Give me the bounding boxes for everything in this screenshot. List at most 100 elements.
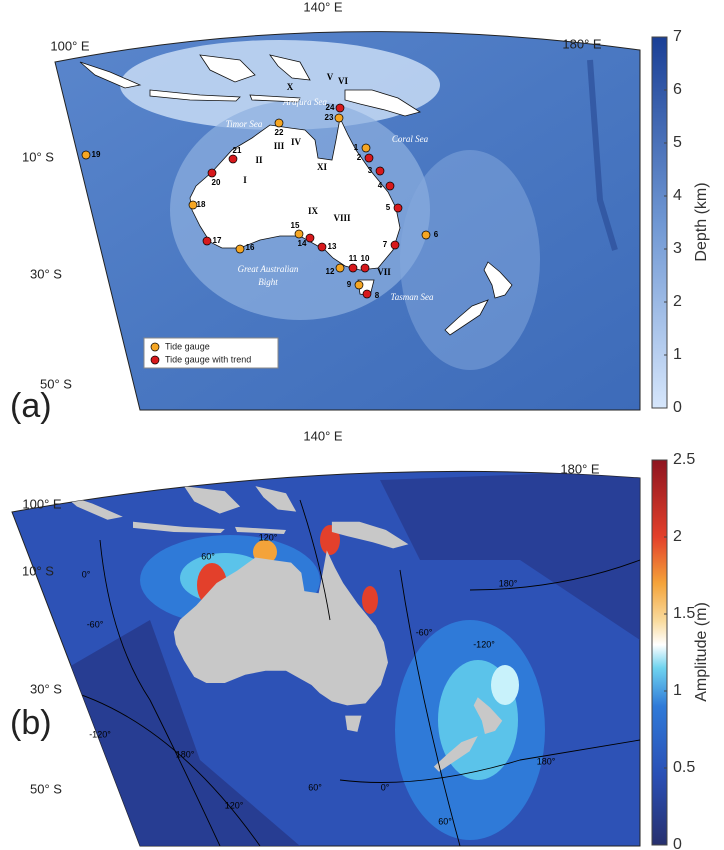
contour-label: 180° — [176, 749, 195, 759]
latitude-label: 50° S — [30, 781, 62, 796]
colorbar-tick-label: 0.5 — [673, 759, 695, 776]
tide-gauge — [202, 236, 212, 246]
tide-gauge — [334, 113, 344, 123]
gauge-id: 19 — [92, 150, 101, 159]
contour-label: -60° — [416, 627, 433, 637]
tide-gauge — [393, 203, 403, 213]
gauge-id: 14 — [298, 239, 307, 248]
tide-gauge — [305, 233, 315, 243]
tide-gauge — [335, 103, 345, 113]
contour-label: 0° — [381, 782, 390, 792]
gauge-id: 15 — [291, 221, 300, 230]
tide-gauge — [207, 168, 217, 178]
map-a — [54, 31, 641, 411]
colorbar-tick-label: 3 — [673, 240, 682, 257]
longitude-label: 140° E — [303, 428, 343, 443]
gauge-id: 18 — [197, 200, 206, 209]
legend-marker — [150, 355, 160, 365]
latitude-label: 10° S — [22, 563, 54, 578]
colorbar-tick-label: 0 — [673, 399, 682, 416]
colorbar-label: Amplitude (m) — [693, 602, 710, 702]
colorbar-tick-label: 2 — [673, 528, 682, 545]
sea-label: Bight — [258, 277, 278, 287]
legend-marker — [150, 342, 160, 352]
tide-gauge — [274, 118, 284, 128]
tide-gauge — [335, 263, 345, 273]
gauge-id: 7 — [383, 240, 388, 249]
sea-label: Tasman Sea — [391, 292, 434, 302]
longitude-label: 100° E — [22, 496, 62, 511]
tidal-amplitude — [12, 471, 640, 846]
tide-gauge — [421, 230, 431, 240]
gauge-id: 12 — [326, 267, 335, 276]
contour-label: 180° — [499, 578, 518, 588]
gauge-id: 22 — [275, 128, 284, 137]
gauge-id: 20 — [212, 178, 221, 187]
colorbar-tick-label: 5 — [673, 134, 682, 151]
tide-gauge — [294, 229, 304, 239]
legend — [143, 337, 279, 369]
tide-gauge — [361, 143, 371, 153]
tide-gauge — [188, 200, 198, 210]
sea-label: Coral Sea — [392, 134, 429, 144]
longitude-label: 140° E — [303, 0, 343, 14]
gauge-id: 6 — [434, 230, 439, 239]
legend-label: Tide gauge — [165, 341, 210, 351]
section-label: VIII — [333, 213, 351, 223]
gauge-id: 3 — [368, 166, 373, 175]
tide-gauge — [228, 154, 238, 164]
contour-label: 0° — [82, 569, 91, 579]
gauge-id: 23 — [325, 113, 334, 122]
gauge-id: 21 — [233, 146, 242, 155]
tide-gauge — [360, 263, 370, 273]
gauge-id: 8 — [375, 291, 380, 300]
gauge-id: 10 — [361, 254, 370, 263]
tide-gauge — [375, 166, 385, 176]
tide-gauge — [81, 150, 91, 160]
longitude-label: 180° E — [562, 36, 602, 51]
section-label: VI — [338, 76, 348, 86]
tide-gauge — [385, 181, 395, 191]
contour-label: -60° — [87, 619, 104, 629]
gauge-id: 11 — [349, 254, 358, 263]
section-label: IV — [291, 137, 302, 147]
section-label: X — [287, 82, 294, 92]
contour-label: 180° — [537, 756, 556, 766]
colorbar-tick-label: 4 — [673, 187, 682, 204]
contour-label: 60° — [201, 551, 215, 561]
tide-gauge — [348, 263, 358, 273]
contour-label: -120° — [89, 729, 111, 739]
longitude-label: 180° E — [560, 461, 600, 476]
section-label: IX — [308, 206, 319, 216]
colorbar-tick-label: 6 — [673, 81, 682, 98]
section-label: II — [255, 155, 263, 165]
gauge-id: 24 — [326, 103, 335, 112]
contour-label: 120° — [225, 800, 244, 810]
section-label: XI — [317, 162, 327, 172]
panel-label: (b) — [10, 704, 52, 742]
section-label: VII — [377, 267, 391, 277]
gauge-id: 17 — [213, 236, 222, 245]
colorbar-tick-label: 0 — [673, 836, 682, 850]
section-label: V — [327, 72, 334, 82]
tide-gauge — [235, 244, 245, 254]
gauge-id: 1 — [354, 143, 359, 152]
colorbar-tick-label: 2 — [673, 293, 682, 310]
gauge-id: 5 — [386, 203, 391, 212]
legend-box — [143, 337, 279, 369]
section-label: I — [243, 175, 247, 185]
panel-label: (a) — [10, 387, 52, 425]
gauge-id: 9 — [347, 280, 352, 289]
longitude-label: 100° E — [50, 38, 90, 53]
gauge-id: 4 — [378, 181, 383, 190]
contour-label: 120° — [259, 532, 278, 542]
colorbar — [651, 36, 668, 409]
colorbar-tick-label: 2.5 — [673, 451, 695, 468]
colorbar — [651, 459, 668, 846]
sea-label: Great Australian — [238, 264, 299, 274]
contour-label: 60° — [438, 816, 452, 826]
latitude-label: 10° S — [22, 149, 54, 164]
contour-label: -120° — [473, 639, 495, 649]
latitude-label: 50° S — [40, 376, 72, 391]
